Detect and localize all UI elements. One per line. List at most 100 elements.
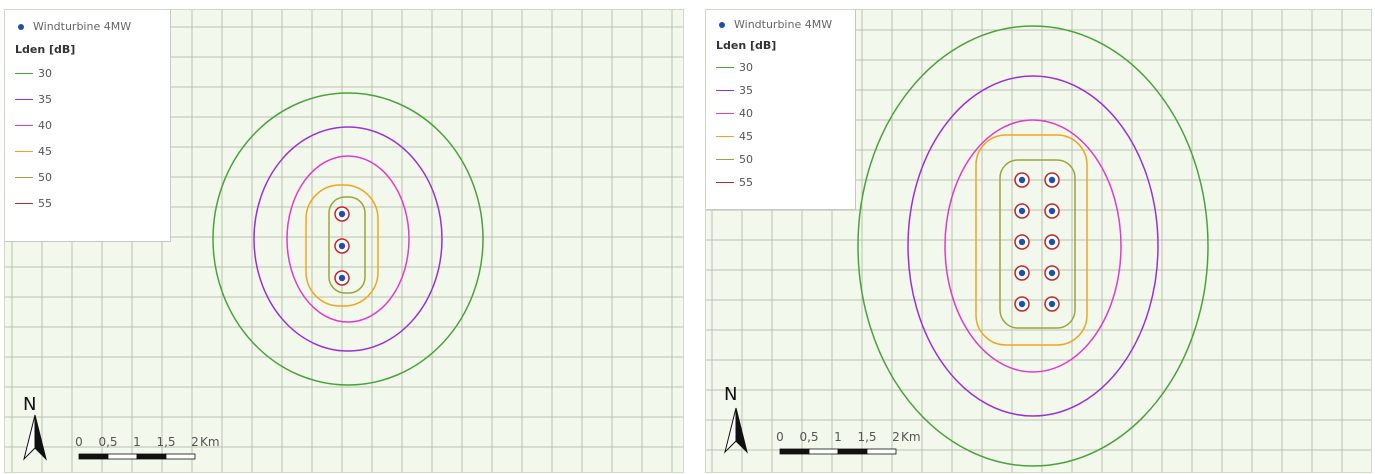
scale-bar-segment [866,448,897,455]
legend-line-icon [15,124,33,126]
scale-tick-label: 2 [191,435,199,449]
legend-level-label: 50 [739,153,753,166]
contour-30db [857,25,1209,467]
north-arrow-left-half [724,407,737,454]
turbine-marker-icon [719,21,725,28]
legend-level-label: 40 [38,118,52,132]
wind-turbine-marker [1018,238,1026,246]
scale-bar-segment [808,448,839,455]
legend-level-label: 30 [38,66,52,80]
scale-bar-segment [837,448,868,455]
north-arrow-icon [23,414,47,461]
legend-level-40: 40 [716,102,847,125]
scale-tick-label: 1,5 [156,435,175,449]
legend-level-label: 40 [739,107,753,120]
legend-level-55: 55 [716,171,847,194]
scale-tick-label: 0 [776,430,784,444]
legend-level-45: 45 [15,138,162,164]
legend-turbine-label: Windturbine 4MW [33,20,132,33]
contour-50db [328,196,366,294]
scale-tick-label: 0,5 [98,435,117,449]
north-label: N [23,394,37,415]
legend-line-icon [716,159,734,160]
north-arrow-right-half [735,407,748,454]
map-legend: Windturbine 4MW Lden [dB] 30 35 40 45 50 55 [5,10,171,242]
legend-level-30: 30 [15,60,162,86]
scale-unit-label: Km [200,435,220,449]
legend-title: Lden [dB] [716,39,777,52]
legend-level-label: 30 [739,61,753,74]
scale-bar-segment [136,453,167,460]
north-arrow-right-half [34,414,47,461]
scale-tick-label: 1 [834,430,842,444]
legend-level-40: 40 [15,112,162,138]
wind-turbine-marker [338,274,346,282]
contour-40db [944,119,1122,373]
legend-line-icon [716,90,734,91]
legend-title: Lden [dB] [15,43,76,56]
legend-level-label: 45 [38,144,52,158]
legend-level-label: 55 [739,176,753,189]
wind-turbine-marker [1018,207,1026,215]
legend-turbine-entry: Windturbine 4MW [716,18,847,31]
legend-level-label: 55 [38,196,52,210]
legend-line-icon [716,113,734,114]
scale-unit-label: Km [901,430,921,444]
wind-turbine-marker [1048,238,1056,246]
legend-level-label: 45 [739,130,753,143]
noise-map-right: 0 0,5 1 1,5 2 Km Windturbine 4MW Lden [dB] 30… [705,9,1372,473]
scale-bar-segment [779,448,810,455]
map-legend: Windturbine 4MW Lden [dB] 30 35 40 45 50 55 [706,10,856,210]
north-label: N [724,384,738,405]
contour-40db [286,155,410,323]
turbine-marker-icon [18,23,24,30]
legend-level-50: 50 [15,164,162,190]
legend-line-icon [15,202,33,204]
scale-tick-label: 0 [75,435,83,449]
legend-line-icon [15,98,33,100]
noise-map-left: 0 0,5 1 1,5 2 Km Windturbine 4MW Lden [dB] 30… [4,9,684,473]
legend-level-35: 35 [15,86,162,112]
legend-line-icon [716,67,734,68]
wind-turbine-marker [1048,269,1056,277]
scale-tick-label: 0,5 [799,430,818,444]
legend-level-35: 35 [716,79,847,102]
north-arrow-left-half [23,414,36,461]
scale-bar-segment [78,453,109,460]
scale-tick-label: 1,5 [857,430,876,444]
wind-turbine-marker [1048,176,1056,184]
wind-turbine-marker [1018,300,1026,308]
legend-level-label: 50 [38,170,52,184]
wind-turbine-marker [1048,300,1056,308]
legend-line-icon [15,150,33,152]
legend-turbine-label: Windturbine 4MW [734,18,833,31]
contour-50db [999,159,1076,329]
legend-level-label: 35 [739,84,753,97]
legend-level-55: 55 [15,190,162,216]
wind-turbine-marker [338,242,346,250]
wind-turbine-marker [338,210,346,218]
scale-bar: 0 0,5 1 1,5 2 Km [776,430,921,455]
contour-35db [907,75,1159,417]
north-arrow-icon [724,407,748,454]
legend-level-45: 45 [716,125,847,148]
legend-level-label: 35 [38,92,52,106]
scale-tick-label: 2 [892,430,900,444]
contour-45db [305,184,379,307]
scale-bar: 0 0,5 1 1,5 2 Km [75,435,220,460]
legend-line-icon [15,72,33,74]
wind-turbine-marker [1048,207,1056,215]
legend-line-icon [15,176,33,178]
contour-30db [212,92,484,386]
legend-line-icon [716,136,734,137]
legend-turbine-entry: Windturbine 4MW [15,20,162,33]
legend-line-icon [716,182,734,183]
scale-bar-segment [165,453,196,460]
wind-turbine-marker [1018,269,1026,277]
legend-level-30: 30 [716,56,847,79]
scale-bar-segment [107,453,138,460]
contour-35db [253,126,443,352]
contour-45db [975,134,1088,346]
wind-turbine-marker [1018,176,1026,184]
scale-tick-label: 1 [133,435,141,449]
